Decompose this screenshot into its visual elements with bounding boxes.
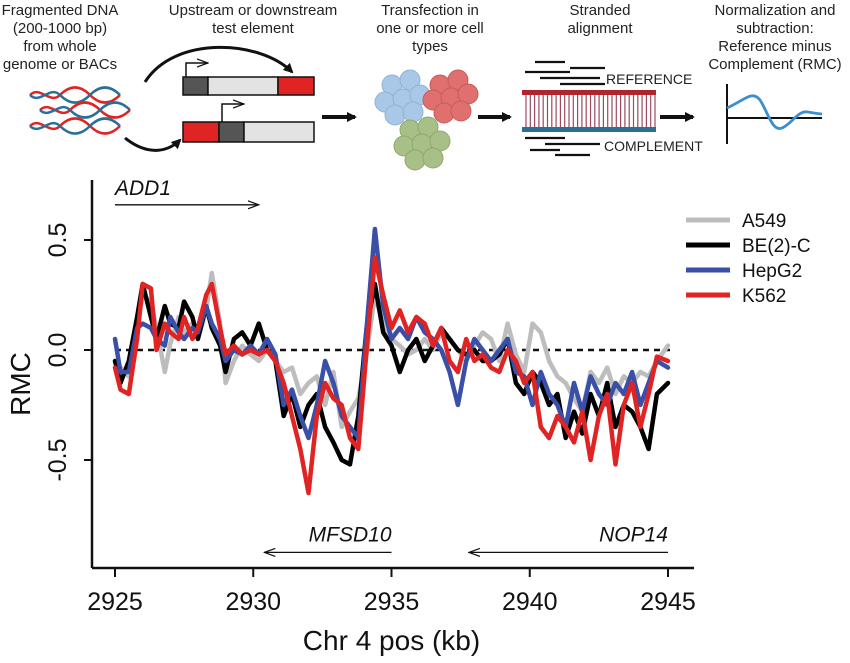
downstream-construct: [182, 104, 315, 143]
complement-strand: [522, 127, 656, 132]
gene-label-add1: ADD1: [113, 177, 171, 200]
y-tick-label: -0.5: [44, 438, 72, 481]
gene-label-mfsd10: MFSD10: [309, 523, 392, 546]
x-tick-label: 2925: [87, 588, 143, 616]
downstream-insert-arrow: [124, 136, 182, 152]
dna-fragments-illustration: [29, 86, 131, 135]
y-tick-label: 0.5: [44, 223, 72, 258]
alignment-rungs: [525, 95, 656, 127]
legend-label: BE(2)-C: [742, 236, 811, 257]
x-axis-title: Chr 4 pos (kb): [303, 625, 480, 656]
alignment-reads-bottom: [525, 136, 600, 157]
step-test-element-label: Upstream or downstream test element: [168, 2, 338, 37]
step-fragmented-dna-label: Fragmented DNA (200-1000 bp) from whole …: [1, 2, 119, 73]
alignment-reads-top: [525, 60, 605, 86]
legend-label: K562: [742, 286, 786, 307]
legend-label: HepG2: [742, 261, 802, 282]
reference-label: REFERENCE: [606, 71, 692, 87]
upstream-insert-arrow: [143, 45, 294, 83]
step-stranded-alignment-label: Stranded alignment: [567, 2, 633, 37]
x-tick-label: 2940: [502, 588, 558, 616]
y-axis-title: RMC: [5, 352, 36, 416]
rmc-chart: -0.5 0.0 0.5 2925 2930 2935 2940 2945 ADD1 MFSD…: [5, 177, 811, 656]
rmc-mini-plot-icon: [726, 84, 823, 144]
upstream-construct: [182, 63, 315, 96]
x-tick-label: 2930: [225, 588, 281, 616]
step-normalization-label: Normalization and subtraction: Reference…: [708, 2, 842, 73]
gene-label-nop14: NOP14: [599, 523, 668, 546]
complement-label: COMPLEMENT: [604, 138, 703, 154]
cell-cluster-red: [422, 69, 479, 124]
y-tick-label: 0.0: [44, 333, 72, 368]
cell-cluster-green: [393, 116, 451, 171]
series-line-k562: [112, 255, 671, 496]
reference-strand: [522, 90, 656, 95]
step-transfection-label: Transfection in one or more cell types: [376, 2, 484, 55]
series-line-hepg2: [112, 226, 671, 441]
x-tick-label: 2935: [364, 588, 420, 616]
cell-cluster-blue: [374, 69, 431, 126]
x-tick-label: 2945: [640, 588, 696, 616]
legend-label: A549: [742, 211, 786, 232]
